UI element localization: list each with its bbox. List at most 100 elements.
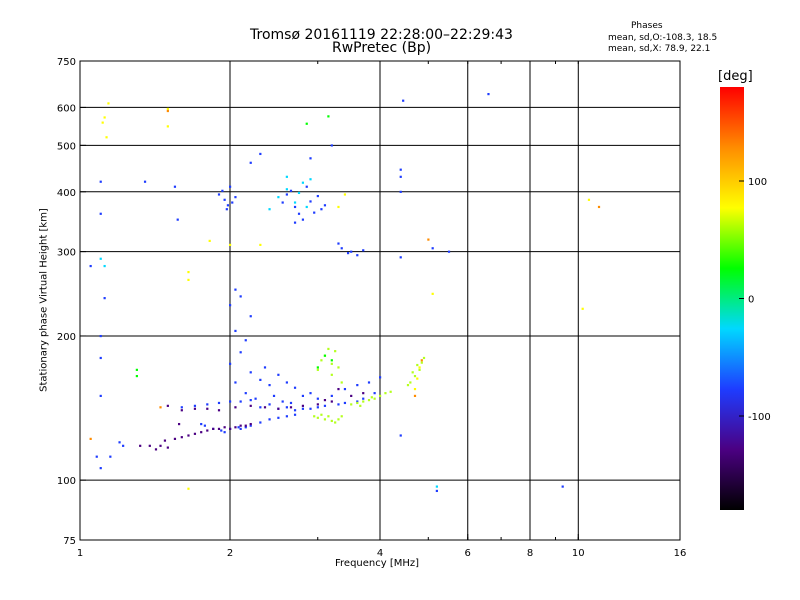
data-point [206,429,209,432]
data-point [221,189,224,192]
data-point [431,292,434,295]
data-point [180,406,183,409]
data-point [193,432,197,435]
data-point [103,116,106,119]
x-tick-label: 1 [77,548,83,559]
y-tick-label: 500 [57,141,76,152]
chart-subtitle: RwPretec (Bp) [332,40,432,56]
data-point [223,431,226,434]
data-point [285,381,288,384]
data-point [327,347,330,351]
data-point [187,278,190,281]
data-point [259,406,262,409]
data-point [225,208,228,211]
x-tick-label: 2 [227,548,233,559]
y-tick-label: 100 [57,476,76,487]
data-point [337,403,340,406]
data-point [316,406,319,409]
stats-o-mode: mean, sd,O:-108.3, 18.5 [608,33,718,43]
data-point [143,180,147,183]
data-point [316,368,319,371]
data-point [239,427,242,431]
data-point [350,403,353,406]
data-point [135,374,138,378]
data-point [289,401,293,405]
data-point [135,368,138,371]
data-point [99,394,102,398]
data-point [99,467,102,470]
data-point [416,377,419,380]
data-point [330,362,333,365]
data-point [334,421,337,424]
data-point [109,455,112,458]
data-point [323,418,327,421]
data-point [413,394,417,398]
scatter-points [89,92,601,493]
data-point [413,387,417,391]
data-point [159,406,162,409]
data-point [249,424,252,427]
data-point [293,386,297,389]
data-point [418,368,421,371]
data-point [422,356,426,360]
data-point [163,439,167,442]
data-point [99,334,102,338]
data-point [229,304,232,307]
x-tick-label: 8 [527,548,533,559]
stats-heading: Phases [631,21,663,31]
data-point [180,436,183,439]
data-point [99,212,102,215]
data-point [217,193,221,196]
data-point [330,359,333,362]
data-point [281,201,284,204]
data-point [268,418,271,421]
data-point [297,212,301,215]
data-point [309,392,312,395]
data-point [229,185,232,188]
data-point [101,121,104,124]
data-point [193,407,197,410]
data-point [244,392,247,395]
data-point [379,376,382,379]
data-point [337,205,340,209]
data-point [327,415,330,418]
data-point [173,185,177,188]
data-point [418,366,421,369]
data-point [244,424,247,427]
data-point [268,383,271,387]
data-point [561,485,564,488]
data-point [212,427,215,431]
data-point [337,242,340,245]
data-point [399,190,402,193]
colorbar-tick-label: -100 [748,412,771,423]
data-point [330,419,333,423]
data-point [259,378,262,381]
data-point [346,252,350,255]
data-point [293,409,297,412]
data-point [447,250,451,253]
data-point [320,413,323,416]
data-point [309,157,312,160]
data-point [249,315,252,318]
data-point [249,422,252,426]
data-point [399,168,402,171]
data-point [249,371,252,374]
data-point [217,409,221,412]
x-tick-label: 6 [465,548,471,559]
data-point [103,297,106,300]
data-point [249,404,252,407]
data-point [187,487,190,490]
data-point [166,446,169,449]
data-point [259,152,262,156]
data-point [272,394,276,398]
data-point [316,366,319,369]
data-point [356,383,359,387]
data-point [239,351,242,354]
data-point [107,102,110,105]
data-point [323,354,327,357]
data-point [217,427,221,431]
data-point [223,426,226,429]
data-point [234,381,237,384]
data-point [420,359,423,362]
data-point [229,427,232,431]
